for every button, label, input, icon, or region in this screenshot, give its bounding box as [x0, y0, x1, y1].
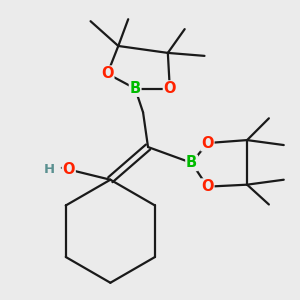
Text: O: O	[201, 179, 214, 194]
Text: O: O	[201, 136, 214, 151]
Text: B: B	[130, 81, 141, 96]
Text: O: O	[164, 81, 176, 96]
Text: O: O	[101, 66, 114, 81]
Text: H: H	[44, 163, 55, 176]
Text: O: O	[62, 162, 75, 177]
Text: B: B	[186, 155, 197, 170]
